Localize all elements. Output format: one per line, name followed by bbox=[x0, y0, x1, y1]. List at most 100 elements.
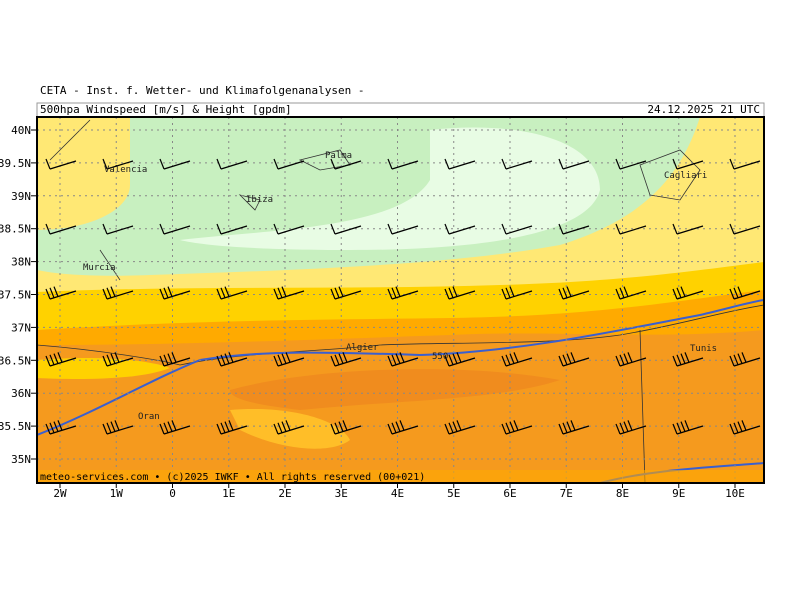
city-label: Oran bbox=[138, 412, 160, 422]
lat-label: 35.5N bbox=[0, 420, 31, 433]
wind-barb bbox=[273, 420, 305, 435]
wind-barb bbox=[102, 158, 134, 170]
barb-flag bbox=[448, 354, 454, 366]
barb-flag bbox=[220, 354, 226, 366]
barb-flag bbox=[729, 158, 735, 170]
barb-flag bbox=[163, 422, 169, 434]
barb-flag bbox=[159, 223, 165, 235]
lon-label: 1E bbox=[222, 487, 235, 500]
barb-flag bbox=[676, 422, 682, 434]
barb-staff bbox=[733, 160, 761, 170]
barb-flag bbox=[49, 422, 55, 434]
wind-barb bbox=[729, 286, 761, 300]
barb-staff bbox=[733, 225, 761, 235]
barb-flag bbox=[509, 286, 515, 297]
barb-flag bbox=[729, 288, 735, 300]
barb-staff bbox=[220, 290, 248, 300]
barb-flag bbox=[338, 353, 344, 364]
barb-flag bbox=[570, 420, 576, 431]
barb-flag bbox=[387, 355, 393, 367]
barb-staff bbox=[106, 160, 134, 170]
barb-flag bbox=[224, 421, 230, 432]
barb-flag bbox=[558, 423, 564, 435]
barb-staff bbox=[106, 425, 134, 435]
wind-barb bbox=[45, 158, 77, 170]
wind-barb bbox=[387, 223, 419, 235]
barb-flag bbox=[444, 423, 450, 435]
barb-staff bbox=[277, 290, 305, 300]
barb-flag bbox=[566, 421, 572, 432]
barb-flag bbox=[562, 354, 568, 366]
barb-flag bbox=[566, 353, 572, 364]
barb-flag bbox=[741, 352, 747, 363]
city-label: Cagliari bbox=[664, 171, 707, 181]
lat-label: 39N bbox=[11, 190, 31, 203]
wind-barb bbox=[672, 286, 704, 300]
barb-flag bbox=[672, 288, 678, 300]
barb-flag bbox=[159, 355, 165, 367]
barb-flag bbox=[570, 352, 576, 363]
barb-flag bbox=[334, 422, 340, 434]
barb-staff bbox=[619, 225, 647, 235]
barb-flag bbox=[216, 288, 222, 300]
barb-staff bbox=[676, 225, 704, 235]
barb-staff bbox=[391, 425, 419, 435]
barb-flag bbox=[110, 353, 116, 364]
wind-barb bbox=[159, 286, 191, 300]
barb-staff bbox=[277, 225, 305, 235]
wind-barb bbox=[45, 420, 77, 435]
barb-flag bbox=[509, 421, 515, 432]
barb-flag bbox=[672, 355, 678, 367]
barb-staff bbox=[49, 425, 77, 435]
barb-staff bbox=[448, 225, 476, 235]
barb-flag bbox=[171, 420, 177, 431]
city-label: Ibiza bbox=[246, 195, 273, 205]
barb-flag bbox=[106, 422, 112, 434]
barb-flag bbox=[619, 422, 625, 434]
barb-flag bbox=[45, 423, 51, 435]
lon-label: 3E bbox=[335, 487, 348, 500]
barb-staff bbox=[448, 290, 476, 300]
barb-flag bbox=[277, 287, 283, 299]
wind-barb bbox=[558, 158, 590, 170]
wind-barb bbox=[672, 352, 704, 367]
wind-barb bbox=[330, 158, 362, 170]
barb-flag bbox=[729, 223, 735, 235]
wind-barb bbox=[615, 420, 647, 435]
wind-barb bbox=[387, 420, 419, 435]
barb-staff bbox=[562, 425, 590, 435]
barb-staff bbox=[220, 425, 248, 435]
city-label: Valencia bbox=[104, 165, 147, 175]
barb-staff bbox=[448, 160, 476, 170]
barb-flag bbox=[277, 354, 283, 366]
wind-barb bbox=[216, 286, 248, 300]
barb-flag bbox=[444, 355, 450, 367]
barb-staff bbox=[334, 225, 362, 235]
barb-flag bbox=[167, 353, 173, 364]
wind-barb bbox=[615, 158, 647, 170]
barb-flag bbox=[623, 421, 629, 432]
wind-barb bbox=[387, 286, 419, 300]
wind-barb bbox=[216, 352, 248, 367]
footer: meteo-services.com • (c)2025 IWKF • All … bbox=[40, 472, 425, 483]
barb-flag bbox=[285, 420, 291, 431]
wind-barb bbox=[501, 158, 533, 170]
barb-staff bbox=[619, 357, 647, 367]
barb-staff bbox=[391, 225, 419, 235]
barb-flag bbox=[680, 286, 686, 297]
lon-label: 4E bbox=[391, 487, 404, 500]
barb-flag bbox=[615, 158, 621, 170]
barb-flag bbox=[505, 422, 511, 434]
barb-flag bbox=[387, 158, 393, 170]
barb-flag bbox=[737, 421, 743, 432]
barb-flag bbox=[501, 158, 507, 170]
lat-label: 38.5N bbox=[0, 223, 31, 236]
barb-flag bbox=[513, 352, 519, 363]
barb-flag bbox=[680, 421, 686, 432]
barb-flag bbox=[281, 353, 287, 364]
wind-barb bbox=[159, 223, 191, 235]
lon-label: 5E bbox=[447, 487, 460, 500]
barb-flag bbox=[391, 354, 397, 366]
wind-barb bbox=[387, 352, 419, 367]
wind-barb bbox=[159, 158, 191, 170]
